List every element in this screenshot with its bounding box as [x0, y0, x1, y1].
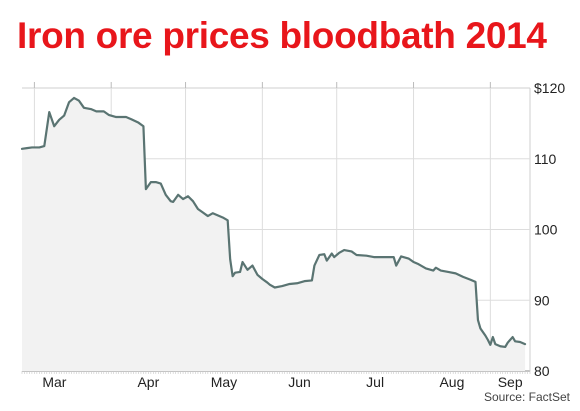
- source-note: Source: FactSet: [484, 390, 571, 404]
- x-tick-label: Jun: [288, 374, 311, 390]
- x-tick-label: May: [211, 374, 237, 390]
- y-tick-label: $120: [534, 80, 565, 96]
- price-series: [20, 96, 527, 349]
- x-minor-ticks: [21, 371, 531, 374]
- x-tick-label: Apr: [137, 374, 159, 390]
- x-tick-label: Mar: [42, 374, 66, 390]
- x-tick-label: Jul: [366, 374, 384, 390]
- x-tick-label: Aug: [439, 374, 464, 390]
- area-fill: [22, 97, 526, 371]
- price-area: [22, 97, 526, 371]
- y-tick-label: 90: [534, 292, 550, 308]
- y-tick-label: 100: [534, 222, 558, 238]
- y-tick-label: 110: [534, 151, 557, 167]
- chart-title: Iron ore prices bloodbath 2014: [17, 15, 547, 56]
- price-line: [20, 96, 527, 349]
- y-tick-label: 80: [534, 363, 550, 379]
- x-tick-label: Sep: [498, 374, 523, 390]
- y-axis: $120 110 100 90 80: [534, 80, 565, 379]
- x-axis: Mar Apr May Jun Jul Aug Sep: [42, 374, 523, 390]
